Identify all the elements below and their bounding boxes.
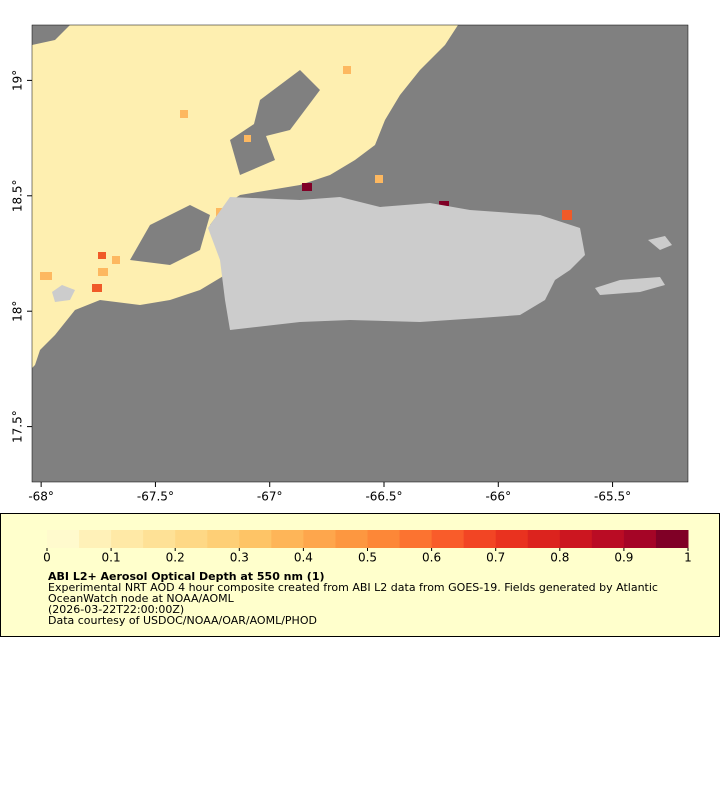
puerto-rico <box>208 197 585 330</box>
no-data <box>130 205 210 265</box>
x-tick-label: -66.5° <box>365 490 402 504</box>
x-tick-label: -65.5° <box>594 490 631 504</box>
colorbar-segment <box>239 530 272 548</box>
caption-time: (2026-03-22T22:00:00Z) <box>48 603 185 616</box>
aerosol-pixels <box>302 183 449 206</box>
no-data <box>250 70 320 140</box>
colorbar-tick-label: 1 <box>684 551 692 565</box>
caption-credit: Data courtesy of USDOC/NOAA/OAR/AOML/PHO… <box>48 614 317 627</box>
map-frame <box>31 24 689 483</box>
colorbar-segment <box>559 530 593 548</box>
colorbar-segment <box>271 530 304 548</box>
vieques <box>595 277 665 295</box>
colorbar-segment <box>399 530 433 548</box>
colorbar-segment <box>463 530 497 548</box>
colorbar-tick-label: 0.6 <box>422 551 441 565</box>
colorbar-tick-label: 0.4 <box>294 551 313 565</box>
y-tick-label: 17.5° <box>11 410 25 443</box>
culebra <box>648 236 672 250</box>
colorbar-segment <box>143 530 176 548</box>
colorbar-tick-label: 0 <box>43 551 51 565</box>
colorbar-segment <box>527 530 561 548</box>
aerosol-field <box>32 25 458 368</box>
x-tick-label: -66° <box>485 490 511 504</box>
colorbar-tick-label: 0.5 <box>358 551 377 565</box>
colorbar-segment <box>335 530 368 548</box>
aerosol-pixels <box>92 210 572 292</box>
no-data <box>230 120 275 175</box>
y-tick-label: 18° <box>11 301 25 322</box>
colorbar-segment <box>367 530 401 548</box>
colorbar-segment <box>431 530 465 548</box>
colorbar-segment <box>623 530 657 548</box>
colorbar-segment <box>207 530 240 548</box>
y-tick-label: 18.5° <box>11 179 25 212</box>
x-tick-label: -67° <box>257 490 283 504</box>
colorbar-tick-label: 0.8 <box>550 551 569 565</box>
x-tick-label: -68° <box>28 490 54 504</box>
no-data <box>32 25 70 45</box>
mona <box>52 285 75 302</box>
colorbar-tick-label: 0.2 <box>166 551 185 565</box>
colorbar-segment <box>495 530 529 548</box>
caption-title: ABI L2+ Aerosol Optical Depth at 550 nm … <box>48 570 325 583</box>
caption: ABI L2+ Aerosol Optical Depth at 550 nm … <box>48 571 708 626</box>
colorbar-tick-label: 0.1 <box>102 551 121 565</box>
colorbar-segment <box>591 530 625 548</box>
colorbar-tick-label: 0.9 <box>614 551 633 565</box>
colorbar-tick-label: 0.7 <box>486 551 505 565</box>
colorbar-segment <box>47 530 80 548</box>
colorbar-segment <box>303 530 336 548</box>
x-tick-label: -67.5° <box>137 490 174 504</box>
y-tick-label: 19° <box>11 70 25 91</box>
colorbar-segment <box>79 530 112 548</box>
colorbar-segment <box>111 530 144 548</box>
colorbar-segment <box>655 530 689 548</box>
colorbar-tick-label: 0.3 <box>230 551 249 565</box>
caption-description: Experimental NRT AOD 4 hour composite cr… <box>48 581 658 605</box>
colorbar-segment <box>175 530 208 548</box>
